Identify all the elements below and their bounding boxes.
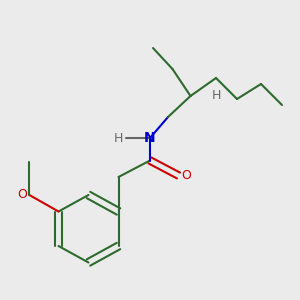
Text: H: H (211, 89, 221, 103)
Text: O: O (17, 188, 27, 202)
Text: N: N (144, 131, 156, 145)
Text: H: H (114, 131, 123, 145)
Text: O: O (181, 169, 191, 182)
